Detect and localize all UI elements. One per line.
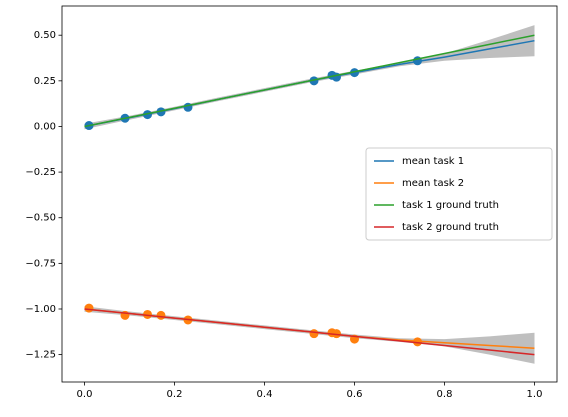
series-line [84, 308, 535, 356]
legend-box [365, 147, 553, 241]
plot-frame [61, 5, 558, 383]
legend-label: mean task 2 [402, 178, 464, 189]
series-line [84, 39, 535, 128]
data-point [143, 309, 152, 319]
x-tick-label: 0.8 [437, 389, 453, 400]
x-tick-label: 0.0 [77, 389, 93, 400]
x-tick-label: 0.6 [347, 389, 363, 400]
data-point [156, 310, 166, 320]
data-point [84, 303, 94, 313]
legend-label: task 2 ground truth [402, 222, 499, 233]
y-tick-label: −0.25 [25, 167, 56, 178]
y-tick-label: −1.00 [25, 304, 56, 315]
series-line [84, 34, 535, 128]
y-tick-label: 0.25 [34, 76, 56, 87]
legend-label: task 1 ground truth [402, 200, 499, 211]
data-point [309, 329, 319, 339]
x-tick-label: 0.2 [167, 389, 183, 400]
y-tick-label: 0.50 [34, 30, 56, 41]
legend-label: mean task 1 [402, 156, 464, 167]
y-tick-label: −0.75 [25, 258, 56, 269]
x-tick-label: 0.4 [257, 389, 273, 400]
y-tick-label: −1.25 [25, 350, 56, 361]
data-point [332, 329, 341, 339]
x-tick-label: 1.0 [527, 389, 543, 400]
y-tick-label: 0.00 [34, 121, 56, 132]
confidence-band [84, 306, 535, 364]
y-tick-label: −0.50 [25, 213, 56, 224]
data-point [309, 76, 319, 86]
